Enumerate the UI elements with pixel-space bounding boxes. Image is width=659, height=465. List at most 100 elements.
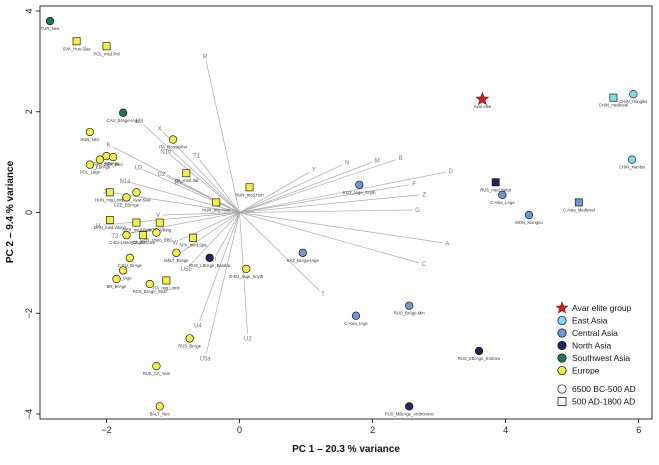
point-label: IB_EBrAge: [90, 165, 111, 170]
point-label: C-Asia_LAge: [490, 200, 515, 205]
loading-label: U3: [135, 166, 143, 172]
loading-label: U5a: [200, 356, 212, 362]
loading-label: N1b: [160, 149, 172, 155]
x-axis-title: PC 1 – 20.3 % variance: [292, 444, 400, 455]
point-label: BALT_Neo: [150, 411, 171, 416]
point-circle: [168, 135, 178, 144]
legend-circle-icon: [557, 328, 567, 338]
loading-vector-N1a: [129, 181, 240, 213]
loading-label: U5b: [181, 267, 193, 273]
point-circle: [627, 155, 637, 164]
loading-vector-T1: [199, 159, 240, 213]
point-square: [155, 218, 164, 227]
point-label: POL_med.Pol: [93, 51, 119, 56]
legend-circle-icon: [557, 353, 567, 363]
loading-label: HV: [174, 181, 182, 187]
point-circle: [298, 248, 307, 257]
point-label: E-EU_IAge_Scyth: [229, 274, 263, 279]
point-square: [189, 233, 197, 242]
point-circle: [629, 90, 638, 99]
loading-vector-T: [239, 212, 320, 291]
point-label: HUN_Neo: [80, 137, 100, 142]
loading-label: U8: [136, 119, 144, 125]
loading-label: W: [172, 240, 178, 246]
point-circle: [132, 188, 141, 197]
point-label: RUS_MBrAge_Andronovo: [385, 411, 435, 416]
point-label: ITA_mig.Lomb: [153, 285, 181, 290]
point-label: RUS_LBrAge_Baraba: [189, 263, 231, 268]
point-label: CHIN_Hongiko: [619, 99, 648, 104]
point-circle: [155, 402, 164, 411]
loading-label: U2': [157, 172, 166, 178]
point-label: ITA_IAge: [115, 275, 133, 280]
loading-label: X: [158, 126, 162, 132]
x-tick-label: 0: [237, 425, 242, 435]
loading-label: T2: [111, 234, 119, 240]
point-square: [212, 198, 221, 207]
point-label: RUS_BrAge_Srub: [133, 289, 168, 294]
point-circle: [119, 266, 128, 275]
loading-label: K: [107, 143, 111, 149]
x-axis-ticks: −2 0 2 4 6: [101, 419, 641, 435]
point-label: GER_med.Bav: [122, 228, 151, 233]
loading-label: J: [103, 190, 106, 196]
point-circle: [355, 180, 364, 189]
point-label: Avar elite: [474, 104, 492, 109]
loading-label: F: [412, 182, 416, 188]
loading-label: T1: [193, 154, 201, 160]
point-label: POL_Lage: [80, 170, 101, 175]
legend-entry: Central Asia: [572, 328, 618, 338]
point-label: CHIN_medieval: [599, 103, 628, 108]
point-label: ITA_RomanPer: [159, 144, 188, 149]
loading-vector-C: [239, 212, 420, 264]
point-circle: [152, 228, 161, 237]
point-label: RUS_med.Yakut: [480, 187, 512, 192]
point-label: C-EU-LNeo_Chalc: [109, 240, 144, 245]
point-square: [491, 178, 500, 187]
loading-label: G: [415, 208, 420, 214]
loading-label: N: [345, 161, 349, 167]
x-tick-label: −2: [101, 425, 111, 435]
loading-vector-I: [172, 212, 240, 259]
point-label: C-Asia_IAge: [344, 321, 368, 326]
point-label: SPA_med.Spa: [179, 243, 207, 248]
legend-square-icon: [557, 397, 567, 406]
legend-star-icon: [555, 301, 569, 314]
loading-label: Y: [312, 168, 316, 174]
y-axis-ticks: −4 −2 0 2 4: [24, 9, 40, 419]
point-label: GER_Neo: [104, 162, 124, 167]
y-tick-label: 0: [24, 210, 34, 215]
loading-label: V: [156, 213, 160, 219]
point-circle: [145, 279, 154, 289]
point-circle: [405, 301, 414, 310]
point-label: ICE_med.Ice: [131, 240, 156, 245]
point-circle: [95, 155, 104, 164]
point-label: MON_Xiongnu: [515, 220, 543, 225]
point-circle: [125, 253, 134, 262]
point-label: HUN_med.Hun: [235, 192, 264, 197]
point-square: [102, 42, 111, 51]
point-square: [105, 188, 114, 197]
point-label: ITA_med.Ital: [175, 178, 198, 183]
loading-label: R: [203, 55, 208, 61]
loading-vector-F: [239, 184, 410, 213]
point-label: GER_EBrAge: [94, 161, 121, 166]
point-circle: [45, 17, 55, 26]
point-circle: [351, 311, 361, 320]
loading-vector-U8: [142, 124, 240, 213]
point-circle: [474, 346, 484, 356]
loading-vector-Z: [239, 194, 420, 213]
y-tick-label: 4: [24, 9, 34, 14]
loading-label: I: [168, 259, 170, 265]
point-square: [72, 37, 81, 46]
point-label: SVK_Hun-Slav: [63, 46, 92, 51]
point-square: [139, 231, 148, 240]
point-label: SVK_Avar-Slav: [122, 197, 152, 202]
loading-vector-B: [239, 159, 397, 213]
point-label: C-Asia_Medieval: [563, 207, 595, 212]
loading-vector-V: [163, 212, 240, 216]
loading-vector-Y: [239, 171, 310, 213]
legend-entry: Southwest Asia: [572, 353, 630, 363]
